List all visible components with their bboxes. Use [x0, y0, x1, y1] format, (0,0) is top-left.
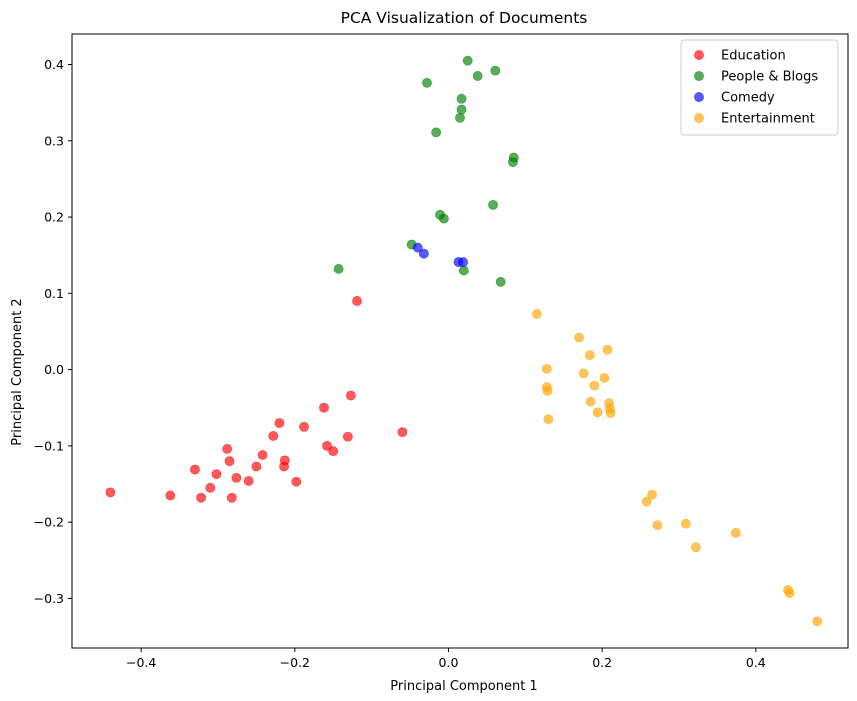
y-tick-label: −0.3: [34, 591, 64, 606]
series-entertainment: [531, 309, 823, 627]
data-point: [602, 344, 613, 355]
x-tick-label: −0.4: [126, 655, 156, 670]
data-point: [224, 456, 235, 467]
x-tick-label: 0.2: [592, 655, 612, 670]
data-point: [251, 461, 262, 472]
y-tick-label: 0.0: [44, 362, 64, 377]
data-point: [462, 55, 473, 66]
data-point: [812, 616, 823, 627]
legend-entry-label: Comedy: [721, 91, 775, 106]
data-point: [574, 332, 584, 343]
data-point: [647, 489, 657, 500]
data-point: [592, 407, 603, 418]
legend: Education People & Blogs Comedy Entertainme…: [680, 39, 839, 136]
data-point: [541, 363, 552, 374]
data-point: [508, 152, 519, 163]
legend-marker: [694, 92, 704, 102]
x-tick-label: 0.4: [746, 655, 766, 670]
legend-entry-label: People & Blogs: [721, 70, 818, 85]
x-tick-label: −0.2: [280, 655, 310, 670]
data-point: [456, 93, 467, 104]
data-point: [488, 199, 498, 210]
data-point: [328, 446, 339, 457]
y-tick-label: 0.2: [44, 210, 64, 225]
data-point: [342, 431, 353, 442]
data-point: [455, 113, 465, 123]
data-point: [495, 276, 506, 287]
legend-entry-label: Entertainment: [721, 112, 815, 127]
chart-title: PCA Visualization of Documents: [341, 9, 588, 27]
data-point: [531, 309, 542, 319]
data-point: [543, 414, 554, 425]
data-point: [599, 373, 610, 383]
y-tick-label: 0.1: [44, 286, 64, 301]
data-point: [231, 473, 242, 483]
data-point: [268, 431, 279, 441]
data-point: [605, 408, 616, 418]
data-point: [456, 104, 467, 115]
data-point: [652, 520, 663, 531]
data-point: [105, 487, 116, 498]
series-people-blogs: [333, 55, 519, 287]
legend-entry-label: Education: [721, 49, 786, 64]
data-point: [226, 492, 237, 503]
y-tick-label: −0.2: [34, 515, 64, 530]
data-point: [345, 390, 356, 401]
data-point: [578, 368, 589, 379]
data-point: [211, 469, 222, 479]
x-tick-label: 0.0: [439, 655, 459, 670]
data-point: [584, 350, 595, 361]
data-point: [190, 464, 200, 475]
data-point: [458, 265, 469, 276]
data-point: [299, 421, 309, 432]
data-point: [243, 476, 254, 486]
data-point: [589, 380, 600, 391]
legend-marker: [694, 113, 704, 123]
data-point: [333, 264, 344, 274]
data-point: [641, 496, 652, 507]
data-point: [458, 257, 468, 267]
data-point: [222, 444, 233, 454]
data-point: [431, 127, 442, 138]
legend-marker: [694, 71, 704, 81]
data-point: [542, 386, 553, 396]
data-point: [319, 402, 329, 413]
data-point: [472, 71, 483, 81]
data-point: [422, 77, 432, 88]
data-point: [205, 482, 216, 493]
axes: −0.4 −0.2 0.0 0.2 0.4 −0.3 −0.2 −0.1 0.0 0.1 0.2 0.…: [34, 33, 849, 670]
data-point: [279, 455, 290, 466]
data-point: [585, 396, 596, 407]
y-tick-label: −0.1: [34, 438, 64, 453]
data-point: [690, 542, 701, 553]
data-point: [784, 588, 795, 598]
series-comedy: [412, 242, 468, 267]
x-axis-label: Principal Component 1: [390, 679, 537, 694]
series-education: [105, 296, 408, 503]
data-point: [680, 518, 691, 529]
data-point: [490, 65, 501, 76]
axes-frame: [71, 33, 849, 649]
y-tick-label: 0.3: [44, 133, 64, 148]
data-point: [352, 296, 362, 306]
data-point: [418, 248, 429, 259]
y-axis-label: Principal Component 2: [10, 298, 25, 445]
legend-box: [680, 39, 839, 136]
data-point: [165, 490, 176, 501]
data-point: [274, 418, 285, 428]
plot-area: [105, 55, 823, 627]
data-point: [196, 492, 206, 503]
data-point: [397, 427, 408, 438]
data-point: [730, 527, 741, 538]
legend-marker: [694, 50, 704, 60]
data-point: [257, 450, 268, 460]
data-point: [412, 242, 423, 253]
data-point: [438, 213, 449, 224]
y-tick-label: 0.4: [44, 57, 64, 72]
data-point: [291, 476, 302, 487]
